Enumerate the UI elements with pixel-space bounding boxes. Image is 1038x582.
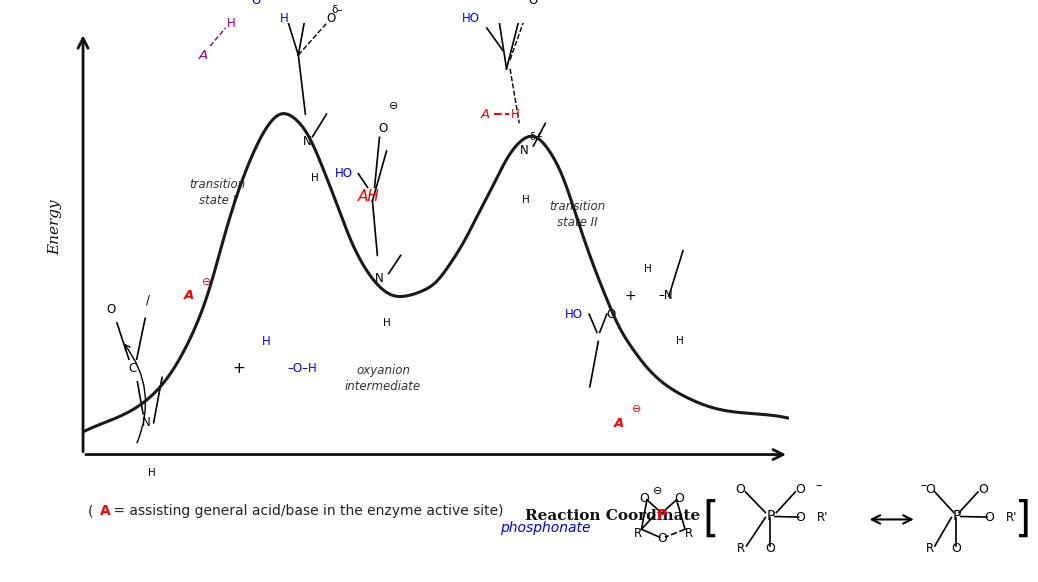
Text: HO: HO (335, 167, 353, 180)
Text: +: + (624, 289, 636, 303)
Text: Energy: Energy (48, 200, 62, 255)
Text: –: – (920, 478, 926, 492)
Text: ]: ] (1015, 498, 1031, 541)
Text: δ+: δ+ (529, 132, 543, 142)
Text: O: O (251, 0, 261, 7)
Text: oxyanion
intermediate: oxyanion intermediate (345, 364, 421, 393)
Text: ⊖: ⊖ (389, 101, 399, 111)
Text: H: H (644, 264, 652, 274)
Text: C: C (129, 362, 137, 375)
Text: O: O (952, 542, 961, 555)
Text: H: H (148, 468, 156, 478)
Text: O: O (985, 511, 994, 524)
Text: P: P (766, 509, 774, 523)
Text: H: H (676, 336, 683, 346)
Text: /: / (146, 294, 149, 307)
Text: O: O (978, 484, 988, 496)
Text: H: H (280, 12, 289, 25)
Text: ⊖: ⊖ (653, 487, 662, 496)
Text: H: H (383, 318, 390, 328)
Text: = assisting general acid/base in the enzyme active site): = assisting general acid/base in the enz… (109, 504, 503, 518)
Text: O: O (107, 303, 116, 316)
Text: H: H (263, 335, 271, 347)
Text: [: [ (703, 498, 718, 541)
Text: A: A (184, 289, 194, 302)
Text: –N: –N (658, 289, 673, 303)
Text: transition
state I: transition state I (189, 178, 245, 207)
Text: H: H (522, 196, 530, 205)
Text: R': R' (1006, 511, 1017, 524)
Text: A: A (481, 108, 490, 120)
Text: R: R (685, 527, 693, 540)
Text: +: + (231, 361, 245, 376)
Text: H: H (511, 108, 519, 120)
Text: O: O (736, 484, 745, 496)
Text: –O–H: –O–H (288, 362, 318, 375)
Text: A: A (100, 504, 110, 518)
Text: A: A (198, 48, 208, 62)
Text: R: R (634, 527, 643, 540)
Text: transition
state II: transition state II (549, 200, 605, 229)
Text: O: O (327, 12, 336, 25)
Text: R: R (926, 542, 934, 555)
Text: H: H (227, 17, 236, 30)
Text: N: N (520, 144, 528, 157)
Text: A: A (614, 417, 625, 430)
Text: P: P (952, 509, 960, 523)
Text: O: O (925, 484, 935, 496)
Text: phosphonate: phosphonate (499, 521, 591, 535)
Text: N: N (142, 416, 151, 430)
Text: R: R (736, 542, 744, 555)
Text: O: O (657, 532, 666, 545)
Text: Reaction Coordinate: Reaction Coordinate (525, 509, 700, 523)
Text: R': R' (817, 511, 828, 524)
Text: HO: HO (462, 12, 481, 26)
Text: HO: HO (565, 308, 582, 321)
Text: N: N (303, 135, 311, 148)
Text: O: O (606, 308, 616, 321)
Text: AH: AH (358, 189, 380, 204)
Text: ⊖: ⊖ (632, 404, 641, 414)
Text: O: O (795, 511, 805, 524)
Text: (: ( (88, 504, 93, 518)
Text: O: O (765, 542, 775, 555)
Text: –: – (816, 478, 822, 492)
Text: H: H (310, 173, 319, 183)
Text: O: O (528, 0, 538, 7)
Text: O: O (379, 122, 387, 135)
Text: N: N (375, 272, 384, 285)
Text: P: P (657, 508, 666, 522)
Text: O: O (639, 492, 649, 505)
Text: O: O (675, 492, 684, 505)
Text: δ–: δ– (331, 5, 343, 15)
Text: O: O (795, 484, 805, 496)
Text: ⊖: ⊖ (201, 277, 212, 287)
